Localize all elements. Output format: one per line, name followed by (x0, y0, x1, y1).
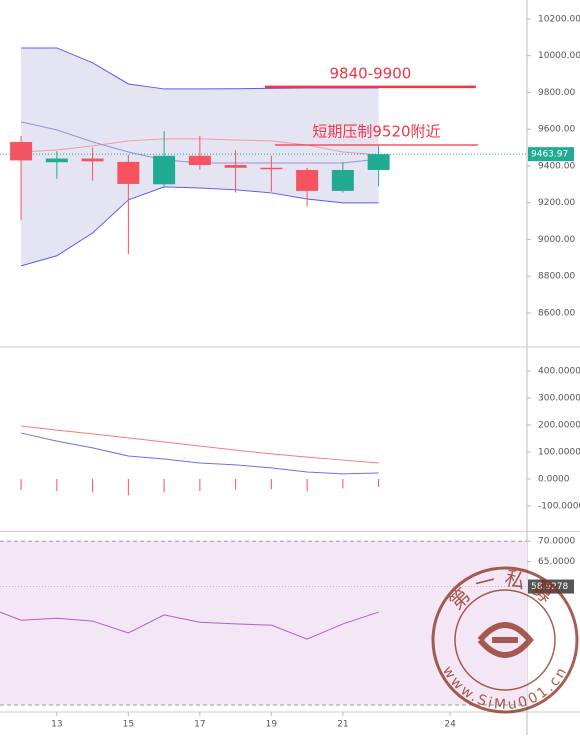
y-tick-label: 9400.00 (538, 161, 575, 171)
x-tick-label: 13 (51, 720, 62, 730)
y-tick-label: 9800.00 (538, 88, 575, 98)
last-price-label: 9463.97 (531, 150, 568, 160)
histogram-bar (235, 478, 237, 490)
x-tick-label: 24 (444, 720, 456, 730)
candle-body (153, 155, 176, 185)
candle-body (260, 167, 283, 170)
watermark-logo (477, 622, 534, 658)
y-tick-label: 0.0000 (538, 474, 570, 484)
y-tick-label: 9200.00 (538, 198, 575, 208)
histogram-bar (270, 478, 272, 490)
y-tick-label: 10200.00 (538, 14, 580, 24)
macd-line (20, 432, 379, 475)
x-tick-label: 19 (266, 720, 278, 730)
y-tick-label: 9000.00 (538, 235, 575, 245)
rsi-line (0, 611, 379, 640)
histogram-bar (163, 478, 165, 493)
candle-body (188, 155, 211, 166)
y-tick-label: 9600.00 (538, 125, 575, 135)
histogram-bar (199, 478, 201, 492)
candle-body (296, 169, 319, 191)
candle-body (117, 161, 140, 184)
candle-body (10, 142, 33, 161)
histogram-bar (92, 478, 94, 493)
annotation-text: 短期压制9520附近 (312, 122, 440, 140)
y-tick-label: 100.0000 (538, 447, 580, 457)
x-tick-label: 21 (337, 720, 348, 730)
last-value-badge (528, 579, 574, 594)
histogram-bar (378, 478, 380, 488)
candle-body (367, 154, 390, 170)
watermark-ring (454, 589, 556, 691)
candle-body (331, 169, 354, 191)
x-tick-label: 17 (194, 720, 205, 730)
y-tick-label: 400.0000 (538, 366, 580, 376)
y-tick-label: 200.0000 (538, 420, 580, 430)
x-tick-label: 15 (123, 720, 134, 730)
macd-line (21, 425, 379, 464)
candle-body (45, 158, 68, 163)
last-price-badge (528, 147, 574, 162)
histogram-bar (127, 478, 129, 496)
y-tick-label: 300.0000 (538, 393, 580, 403)
histogram-bar (306, 478, 308, 492)
y-tick-label: 70.0000 (538, 537, 575, 547)
level-fill (0, 541, 527, 706)
y-tick-label: 10000.00 (538, 51, 580, 61)
y-tick-label: -100.0000 (538, 501, 580, 511)
histogram-bar (20, 478, 22, 490)
last-value-label: 58.9278 (531, 582, 568, 592)
y-tick-label: 8600.00 (538, 308, 575, 318)
y-tick-label: 8800.00 (538, 272, 575, 282)
plot-layer: 10200.00 10000.00 9800.00 9600.00 9400.00 920… (0, 14, 580, 730)
histogram-bar (342, 478, 344, 489)
annotation-text: 9840-9900 (330, 64, 412, 82)
candle-body (224, 165, 247, 168)
candle-body (81, 158, 104, 162)
band-lower (20, 186, 379, 267)
histogram-bar (56, 478, 58, 492)
watermark-ring (431, 566, 579, 714)
y-tick-label: 65.0000 (538, 557, 575, 567)
